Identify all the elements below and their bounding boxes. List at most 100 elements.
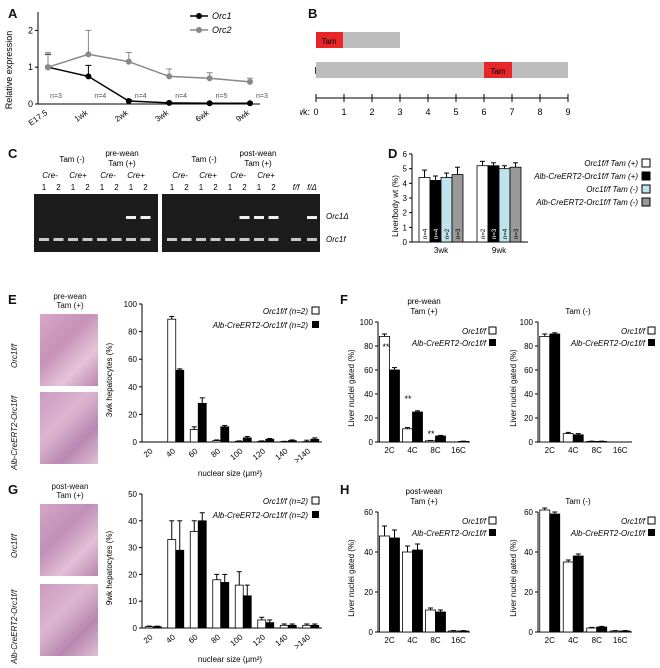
- tam-pre: Tam: [321, 37, 336, 46]
- timeline-tick-label: 0: [313, 107, 318, 117]
- panel-letter-g: G: [8, 482, 19, 497]
- legend-e-1: Orc1f/f (n=2): [263, 307, 308, 316]
- gel-band-delta: [140, 216, 151, 219]
- y-tick-label: 20: [128, 570, 137, 579]
- legend-d-swatch: [641, 171, 651, 181]
- header-line: Tam (+): [56, 491, 84, 500]
- bar: [596, 626, 608, 633]
- gel-lane-number: 2: [85, 183, 90, 192]
- x-tick-label: 4C: [407, 636, 417, 645]
- band-label-delta: Orc1Δ: [326, 212, 349, 221]
- bar: [435, 611, 446, 633]
- legend-d-label: Alb-CreERT2-Orc1f/f Tam (+): [533, 172, 638, 181]
- chart-g-xlabel: nuclear size (μm²): [198, 655, 263, 664]
- y-tick-label: 60: [128, 355, 137, 364]
- y-tick-label: 0: [133, 624, 138, 633]
- gel-image-right: [162, 194, 320, 252]
- bar: [609, 630, 621, 633]
- bar: [310, 438, 320, 443]
- y-tick-label: 60: [524, 366, 533, 375]
- bar: [220, 582, 230, 629]
- n-label: n=2: [481, 228, 487, 239]
- y-tick-label: 40: [128, 383, 137, 392]
- gel-control-label: f/Δ: [307, 183, 317, 192]
- gel-band-f: [82, 238, 93, 241]
- bar: [572, 555, 584, 633]
- x-tick-label: 16C: [451, 636, 466, 645]
- x-tick-label: 20: [142, 632, 155, 645]
- n-label: n=4: [503, 228, 509, 239]
- gel-lane-number: 2: [271, 183, 276, 192]
- gel-group-label: Tam (-): [191, 155, 217, 164]
- bar: [412, 549, 423, 633]
- x-tick-label: 8C: [592, 446, 602, 455]
- y-tick-label: 20: [524, 588, 533, 597]
- y-tick-label: 40: [364, 548, 373, 557]
- legend-h-l2: Alb-CreERT2-Orc1f/f: [411, 529, 487, 538]
- bar: [448, 630, 459, 633]
- gel-band-f: [210, 238, 221, 241]
- x-tick-label: >140: [292, 632, 312, 651]
- header-line: pre-wean: [53, 292, 87, 301]
- chart-f-ylabel-right: Liver nuclei gated (%): [509, 349, 518, 427]
- gel-band-delta: [126, 216, 136, 219]
- x-tick-label: 120: [251, 632, 267, 648]
- y-tick-label: 20: [128, 410, 137, 419]
- timeline-tick-label: 5: [453, 107, 458, 117]
- x-tick-label: 2C: [545, 446, 555, 455]
- bar: [458, 630, 469, 633]
- gel-band-delta: [239, 216, 250, 219]
- x-tick-label: 16C: [451, 446, 466, 455]
- data-point: [206, 100, 213, 107]
- data-point: [125, 58, 132, 65]
- bar: [379, 535, 390, 633]
- n-label: n=4: [135, 93, 147, 100]
- panel-letter-d: D: [388, 146, 398, 161]
- series-line: [47, 66, 250, 105]
- band-label-f: Orc1f: [326, 235, 346, 244]
- significance-mark: **: [404, 394, 412, 404]
- histology-image-e1: [40, 314, 98, 386]
- gel-band-f: [140, 238, 151, 241]
- panel-letter-f: F: [340, 292, 348, 307]
- chart-e-xlabel: nuclear size (μm²): [198, 469, 263, 478]
- x-tick-label: 16C: [613, 636, 628, 645]
- x-tick-label: 140: [274, 446, 290, 462]
- panel-g-header: post-wean Tam (+): [40, 482, 100, 500]
- y-tick-label: 20: [524, 414, 533, 423]
- panel-letter-c: C: [8, 146, 18, 161]
- gel-group-label: Tam (+): [244, 159, 272, 168]
- timeline-tick-label: 8: [537, 107, 542, 117]
- data-point: [85, 51, 92, 58]
- x-tick-label: 20: [142, 446, 155, 459]
- x-tick-label: E17.5: [27, 108, 50, 128]
- gel-group-label: Tam (-): [59, 155, 85, 164]
- gel-lane-number: 2: [143, 183, 148, 192]
- gel-cre-label: Cre-: [100, 171, 116, 180]
- series-line: [47, 53, 251, 83]
- bar: [389, 369, 400, 443]
- chart-a-legend: Orc1 Orc2: [190, 11, 232, 35]
- chart-h: post-wean Tam (+) Tam (-) 0 20 40 60 2C 4C 8C 1…: [347, 487, 656, 645]
- y-tick-label: 100: [360, 318, 374, 327]
- x-tick-label: 6wk: [194, 108, 212, 124]
- data-point: [247, 78, 253, 85]
- bar: [257, 440, 267, 443]
- bar: [549, 513, 561, 633]
- bar: [287, 624, 297, 629]
- legend-d-swatch: [641, 158, 651, 168]
- gel-cre-label: Cre-: [172, 171, 188, 180]
- h-left-title: post-wean: [406, 487, 443, 496]
- bar: [175, 549, 185, 629]
- legend-f-r1: Orc1f/f: [621, 327, 646, 336]
- legend-d-swatch: [641, 184, 651, 194]
- y-tick-label: 0: [529, 438, 534, 447]
- gel-band-f: [126, 238, 136, 241]
- n-label: n=4: [434, 228, 440, 239]
- x-tick-label: 4C: [407, 446, 417, 455]
- x-tick-label: 2wk: [113, 108, 131, 124]
- bar: [562, 561, 574, 633]
- panel-letter-h: H: [340, 482, 350, 497]
- y-tick-label: 2: [28, 25, 33, 35]
- img-label-e2: Alb-CreERT2-Orc1f/f: [10, 395, 19, 470]
